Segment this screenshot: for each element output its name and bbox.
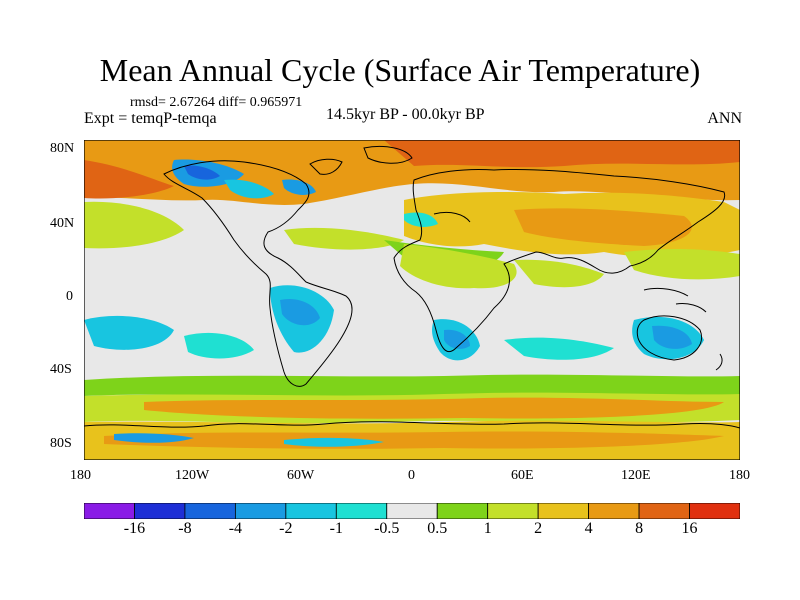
colorbar-tick-label: -4 — [228, 520, 243, 537]
lat-label-40n: 40N — [50, 216, 75, 231]
temperature-difference-map — [84, 140, 740, 460]
season-label: ANN — [707, 110, 742, 127]
colorbar-box — [487, 503, 539, 519]
colorbar-tick-label: 1 — [483, 520, 492, 537]
colorbar-box — [386, 503, 438, 519]
lat-label-40s: 40S — [50, 362, 72, 377]
lon-label-0: 0 — [408, 468, 415, 483]
anomaly-fill-regions — [84, 140, 740, 460]
colorbar-tick-label: 2 — [534, 520, 543, 537]
colorbar-tick-label: 4 — [584, 520, 593, 537]
colorbar-tick-label: -16 — [123, 520, 146, 537]
colorbar — [84, 503, 740, 519]
coastlines — [84, 145, 740, 429]
lat-label-0: 0 — [66, 289, 73, 304]
colorbar-tick-label: 8 — [635, 520, 644, 537]
colorbar-box — [84, 503, 135, 519]
colorbar-box — [184, 503, 236, 519]
colorbar-tick-label: -8 — [178, 520, 192, 537]
colorbar-box — [689, 503, 740, 519]
experiment-label: Expt = temqP-temqa — [84, 110, 217, 127]
colorbar-box — [436, 503, 489, 519]
stats-text: rmsd= 2.67264 diff= 0.965971 — [130, 95, 303, 110]
lon-label-120w: 120W — [175, 468, 210, 483]
lon-label-60w: 60W — [287, 468, 315, 483]
lon-label-120e: 120E — [621, 468, 651, 483]
lat-label-80s: 80S — [50, 436, 72, 451]
colorbar-tick-label: -1 — [329, 520, 343, 537]
colorbar-tick-label: 16 — [681, 520, 698, 537]
colorbar-box — [588, 503, 640, 519]
lat-label-80n: 80N — [50, 141, 75, 156]
colorbar-box — [234, 503, 287, 519]
colorbar-box — [285, 503, 337, 519]
lon-label-60e: 60E — [511, 468, 534, 483]
colorbar-box — [638, 503, 690, 519]
colorbar-box — [335, 503, 388, 519]
lon-label-180e: 180 — [729, 468, 750, 483]
colorbar-tick-label: -2 — [279, 520, 293, 537]
colorbar-box — [134, 503, 186, 519]
period-label: 14.5kyr BP - 00.0kyr BP — [326, 106, 485, 123]
colorbar-box — [537, 503, 590, 519]
colorbar-tick-label: 0.5 — [427, 520, 448, 537]
chart-title: Mean Annual Cycle (Surface Air Temperatu… — [99, 52, 701, 88]
lon-label-180w: 180 — [70, 468, 91, 483]
colorbar-tick-label: -0.5 — [374, 520, 400, 537]
